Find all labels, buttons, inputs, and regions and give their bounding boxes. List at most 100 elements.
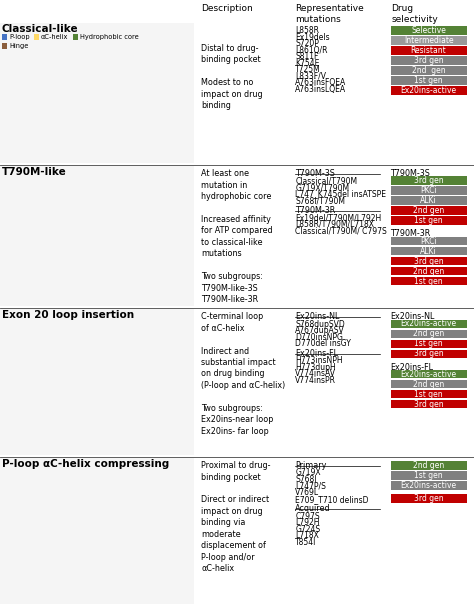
Text: 2nd gen: 2nd gen <box>413 329 444 338</box>
Text: P-loop: P-loop <box>9 34 29 40</box>
Bar <box>391 267 466 275</box>
Bar <box>391 494 466 502</box>
Text: H773dupH: H773dupH <box>295 362 336 371</box>
Text: T790M-like: T790M-like <box>2 167 67 177</box>
Bar <box>391 330 466 338</box>
Text: S768dupSVD: S768dupSVD <box>295 319 345 328</box>
Text: A767dupASV: A767dupASV <box>295 326 345 335</box>
Text: 1st gen: 1st gen <box>414 216 443 225</box>
Bar <box>391 86 466 95</box>
Bar <box>391 36 466 44</box>
Bar <box>391 370 466 378</box>
Text: V774insPR: V774insPR <box>295 376 336 385</box>
Text: Resistant: Resistant <box>410 45 447 55</box>
Text: A763insLQEA: A763insLQEA <box>295 85 346 94</box>
Text: G719X: G719X <box>295 468 321 478</box>
Text: T725M: T725M <box>295 65 321 75</box>
Bar <box>391 277 466 285</box>
Bar <box>391 187 466 195</box>
Text: Ex20ins-active: Ex20ins-active <box>401 370 456 379</box>
Text: Intermediate: Intermediate <box>404 36 454 45</box>
Bar <box>391 176 466 185</box>
Bar <box>391 471 466 479</box>
Bar <box>391 319 466 328</box>
Text: L718X: L718X <box>295 531 319 540</box>
Text: 2nd gen: 2nd gen <box>413 380 444 388</box>
Text: H773insNPH: H773insNPH <box>295 356 343 365</box>
Text: Ex20ins-NL: Ex20ins-NL <box>295 312 340 321</box>
Bar <box>391 390 466 398</box>
Text: L747P/S: L747P/S <box>295 482 326 491</box>
Text: S720P: S720P <box>295 39 319 48</box>
Bar <box>391 196 466 205</box>
Text: Drug
selectivity: Drug selectivity <box>391 4 438 24</box>
Text: ALKi: ALKi <box>420 196 437 205</box>
Bar <box>391 76 466 84</box>
Bar <box>391 56 466 64</box>
Text: L747_K745del insATSPE: L747_K745del insATSPE <box>295 190 386 199</box>
Text: T790M-3S: T790M-3S <box>295 169 335 178</box>
Bar <box>391 237 466 245</box>
Text: PKCi: PKCi <box>420 236 437 245</box>
Text: αC-helix: αC-helix <box>41 34 68 40</box>
Bar <box>391 216 466 225</box>
Text: 3rd gen: 3rd gen <box>414 256 443 265</box>
Text: Exon 20 loop insertion: Exon 20 loop insertion <box>2 310 134 320</box>
Bar <box>391 207 466 215</box>
Text: 1st gen: 1st gen <box>414 276 443 285</box>
Bar <box>73 34 79 39</box>
Text: Representative
mutations: Representative mutations <box>295 4 364 24</box>
Text: Ex20ins-NL: Ex20ins-NL <box>391 312 435 321</box>
Text: C-terminal loop
of αC-helix

Indirect and
substantial impact
on drug binding
(P-: C-terminal loop of αC-helix Indirect and… <box>201 312 286 436</box>
Text: S768I: S768I <box>295 475 317 484</box>
Bar <box>391 26 466 35</box>
Text: L833F/V: L833F/V <box>295 72 326 81</box>
Text: G724S: G724S <box>295 525 320 534</box>
Text: A763insFQEA: A763insFQEA <box>295 78 346 87</box>
Text: Classical/T790M/ C797S: Classical/T790M/ C797S <box>295 226 387 235</box>
Text: C797S: C797S <box>295 511 320 521</box>
Text: V774insAV: V774insAV <box>295 369 336 378</box>
Text: 2nd  gen: 2nd gen <box>412 65 446 75</box>
Bar <box>2 34 8 39</box>
Text: 1st gen: 1st gen <box>414 76 443 85</box>
Text: S811F: S811F <box>295 52 319 61</box>
Text: 3rd gen: 3rd gen <box>414 176 443 185</box>
Text: Ex20ins-active: Ex20ins-active <box>401 86 456 95</box>
Text: Ex20ins-FL: Ex20ins-FL <box>295 348 338 358</box>
Text: ALKi: ALKi <box>420 247 437 256</box>
Text: L858R/T790M/L718X: L858R/T790M/L718X <box>295 219 374 228</box>
Text: Ex20ins-active: Ex20ins-active <box>401 319 456 328</box>
Bar <box>391 257 466 265</box>
Text: 2nd gen: 2nd gen <box>413 267 444 276</box>
Bar <box>391 66 466 75</box>
Bar <box>391 400 466 408</box>
Bar <box>0 166 194 306</box>
Text: K754E: K754E <box>295 59 319 68</box>
Bar <box>391 247 466 255</box>
Text: 3rd gen: 3rd gen <box>414 56 443 65</box>
Text: Ex19del/T790M/L792H: Ex19del/T790M/L792H <box>295 213 382 222</box>
Text: 3rd gen: 3rd gen <box>414 400 443 408</box>
Bar <box>391 481 466 490</box>
Text: L858R: L858R <box>295 26 319 35</box>
Text: P-loop αC-helix compressing: P-loop αC-helix compressing <box>2 459 169 469</box>
Text: E709_T710 delinsD: E709_T710 delinsD <box>295 494 369 504</box>
Text: PKCi: PKCi <box>420 186 437 195</box>
Text: L792H: L792H <box>295 518 320 527</box>
Text: L861Q/R: L861Q/R <box>295 45 328 55</box>
Text: Selective: Selective <box>411 25 446 35</box>
Text: D770insNPG: D770insNPG <box>295 333 343 342</box>
Text: D770del insGY: D770del insGY <box>295 339 351 348</box>
Text: T790M-3R: T790M-3R <box>391 230 431 238</box>
Bar <box>391 339 466 348</box>
Text: 1st gen: 1st gen <box>414 339 443 348</box>
Text: T790M-3R: T790M-3R <box>295 205 336 215</box>
Bar <box>391 350 466 358</box>
Text: 3rd gen: 3rd gen <box>414 494 443 503</box>
Text: Distal to drug-
binding pocket

Modest to no
impact on drug
binding: Distal to drug- binding pocket Modest to… <box>201 44 263 110</box>
Text: Classical-like: Classical-like <box>2 24 79 34</box>
Bar <box>0 309 194 455</box>
Text: Classical/T790M: Classical/T790M <box>295 176 357 185</box>
Bar <box>2 43 8 48</box>
